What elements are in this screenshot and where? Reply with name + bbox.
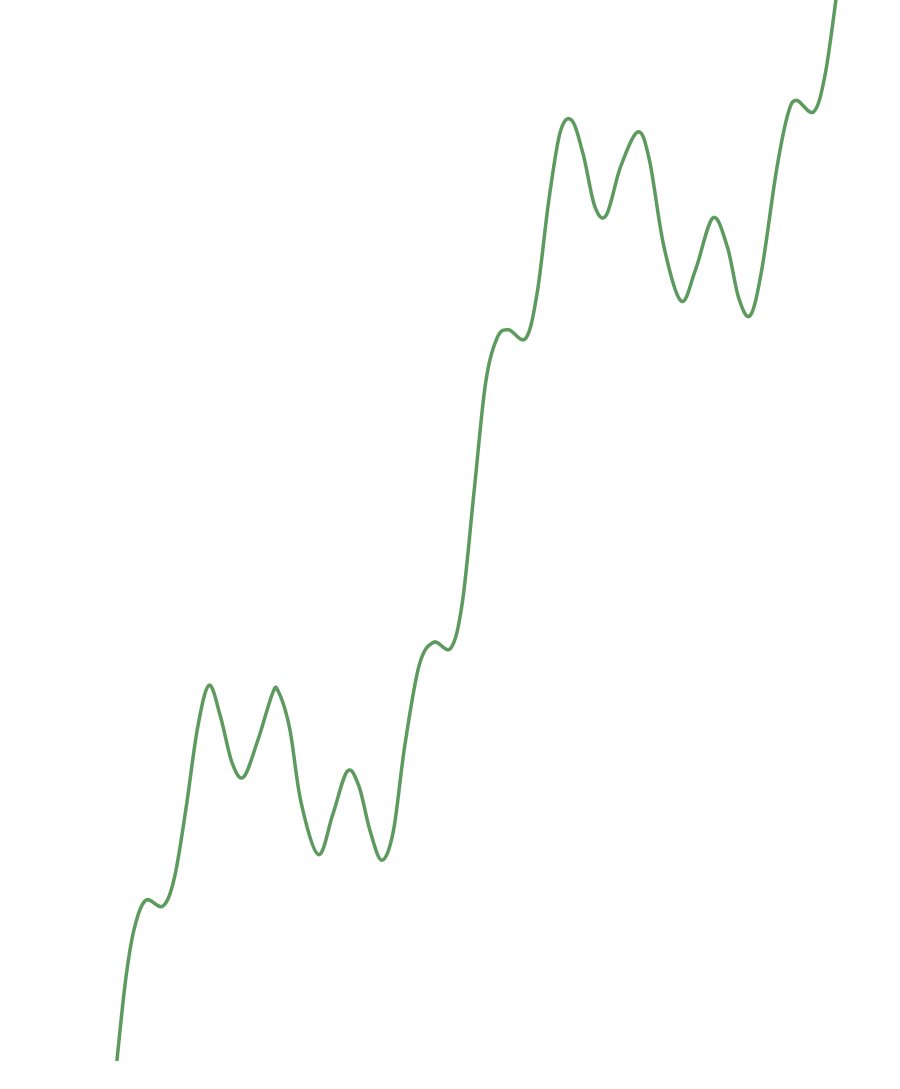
curve bbox=[115, 0, 838, 1062]
plot bbox=[115, 0, 838, 1062]
